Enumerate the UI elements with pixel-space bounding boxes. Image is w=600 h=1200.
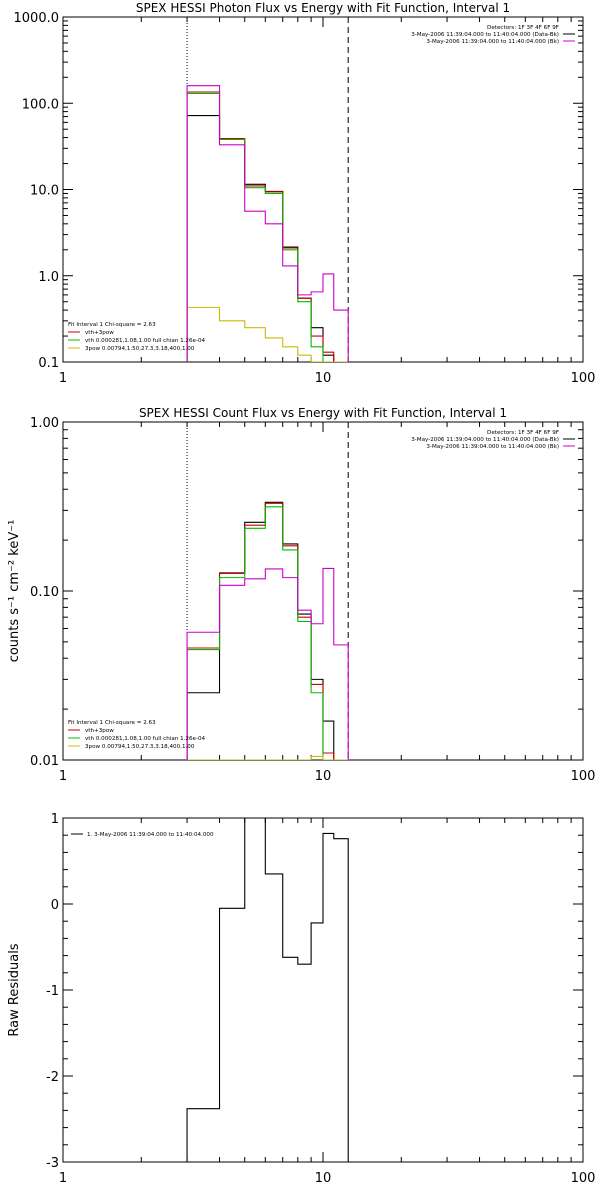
x-tick-label: 10 (315, 769, 332, 784)
legend-entry: vth 0.000281,1.08,1.00 full chian 1.26e-… (85, 338, 206, 344)
chart-panel-1: SPEX HESSI Photon Flux vs Energy with Fi… (14, 1, 596, 386)
series-line-2 (186, 91, 349, 362)
y-tick-label: 10.0 (30, 184, 59, 199)
chart-title: SPEX HESSI Count Flux vs Energy with Fit… (139, 406, 507, 420)
x-tick-label: 10 (315, 371, 332, 386)
y-tick-label: -3 (46, 1156, 59, 1171)
y-tick-label: 0.01 (30, 754, 59, 769)
y-tick-label: 0 (51, 898, 59, 913)
series-line-5 (186, 85, 349, 362)
y-tick-label: 0.10 (30, 585, 59, 600)
legend-entry: 3pow 0.00794,1.50,27.3,3.18,400,1.00 (85, 346, 195, 352)
y-tick-label: -2 (46, 1070, 59, 1085)
series-line-3 (186, 506, 349, 760)
y-axis-label: Raw Residuals (7, 943, 22, 1036)
y-tick-label: 1.0 (38, 270, 59, 285)
series-line-1 (186, 501, 349, 760)
x-tick-label: 10 (315, 1171, 332, 1186)
x-tick-label: 1 (59, 769, 67, 784)
x-tick-label: 1 (59, 371, 67, 386)
y-axis-label: counts s⁻¹ cm⁻² keV⁻¹ (7, 520, 22, 663)
x-tick-label: 100 (571, 1171, 596, 1186)
chart-panel-3: 1 10 100 -3 -2 -1 0 1 Raw Residuals 1. 3-May-2006… (7, 812, 595, 1186)
legend-entry: 3-May-2006 11:39:04.000 to 11:40:04.000 … (426, 39, 559, 45)
legend-entry: vth+3pow (85, 330, 114, 336)
legend-entry: Detectors: 1F 3F 4F 6F 9F (487, 430, 559, 436)
y-tick-label: 100.0 (22, 97, 59, 112)
series-group (186, 85, 349, 362)
plot-frame (62, 16, 584, 363)
series-line-4 (187, 755, 349, 760)
legend-entry: Detectors: 1F 3F 4F 6F 9F (487, 25, 559, 31)
legend-entry: Fit Interval 1 Chi-square = 2.63 (68, 720, 156, 726)
series-group (186, 818, 349, 1162)
x-tick-label: 100 (571, 769, 596, 784)
series-line-1 (186, 818, 349, 1162)
x-tick-label: 100 (571, 371, 596, 386)
legend-entry: 3-May-2006 11:39:04.000 to 11:40:04.000 … (411, 32, 559, 38)
series-group (186, 501, 349, 760)
y-tick-label: -1 (46, 984, 59, 999)
series-line-1 (186, 115, 349, 362)
series-line-3 (186, 92, 349, 362)
legend-entry: 3-May-2006 11:39:04.000 to 11:40:04.000 … (411, 437, 559, 443)
x-tick-label: 1 (59, 1171, 67, 1186)
y-tick-label: 1 (51, 812, 59, 827)
y-tick-label: 1.00 (30, 416, 59, 431)
chart-panel-2: SPEX HESSI Count Flux vs Energy with Fit… (7, 406, 595, 784)
series-line-4 (186, 306, 349, 362)
y-tick-label: 1000.0 (14, 11, 60, 26)
legend-entry: 3pow 0.00794,1.50,27.3,3.18,400,1.00 (85, 744, 195, 750)
legend-entry: 3-May-2006 11:39:04.000 to 11:40:04.000 … (426, 444, 559, 450)
legend-entry: Fit Interval 1 Chi-square = 2.63 (68, 322, 156, 328)
legend-entry: vth+3pow (85, 728, 114, 734)
y-tick-label: 0.1 (38, 356, 59, 371)
legend-entry: 1. 3-May-2006 11:39:04.000 to 11:40:04.0… (87, 832, 214, 838)
legend-entry: vth 0.000281,1.08,1.00 full chian 1.26e-… (85, 736, 206, 742)
series-line-5 (186, 567, 349, 760)
chart-title: SPEX HESSI Photon Flux vs Energy with Fi… (136, 1, 510, 15)
